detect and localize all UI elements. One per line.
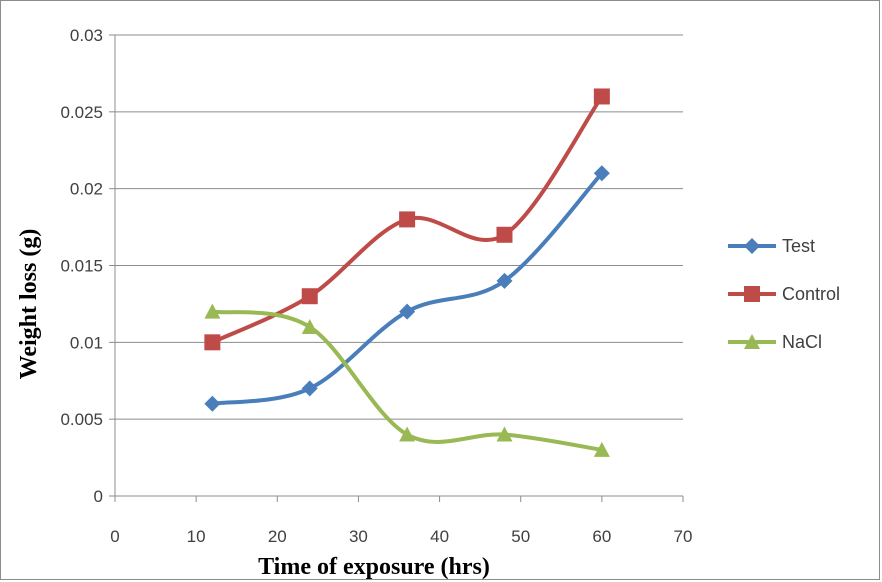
y-tick-label: 0.015 bbox=[60, 257, 103, 276]
y-tick-label: 0.01 bbox=[70, 333, 103, 352]
data-point-control bbox=[399, 211, 416, 228]
x-tick-label: 30 bbox=[349, 527, 368, 546]
legend: Test Control NaCl bbox=[728, 236, 840, 352]
series-group bbox=[204, 88, 610, 457]
series-line-test bbox=[210, 171, 604, 406]
data-point-nacl bbox=[593, 441, 610, 457]
data-point-nacl bbox=[496, 426, 513, 442]
data-point-test bbox=[496, 272, 513, 289]
x-tick-label: 10 bbox=[187, 527, 206, 546]
data-point-test bbox=[593, 165, 610, 182]
legend-marker-nacl bbox=[744, 334, 760, 349]
y-tick-label: 0.025 bbox=[60, 103, 103, 122]
y-tick-label: 0.02 bbox=[70, 180, 103, 199]
data-point-test bbox=[301, 380, 318, 397]
x-tick-label: 0 bbox=[110, 527, 119, 546]
legend-marker-test bbox=[744, 238, 760, 254]
data-point-nacl bbox=[301, 318, 318, 334]
x-tick-label: 70 bbox=[674, 527, 693, 546]
data-point-nacl bbox=[204, 303, 221, 319]
y-tick-label: 0 bbox=[94, 487, 103, 506]
x-axis-title: Time of exposure (hrs) bbox=[258, 554, 490, 580]
legend-label-control: Control bbox=[782, 284, 840, 304]
data-point-control bbox=[204, 334, 221, 351]
axes: 0 0.005 0.01 0.015 0.02 0.025 0.03 0 10 20 30 40 50 6… bbox=[60, 26, 692, 546]
data-point-nacl bbox=[399, 426, 416, 442]
series-line-nacl bbox=[210, 309, 604, 452]
y-tick-label: 0.005 bbox=[60, 410, 103, 429]
x-tick-label: 40 bbox=[430, 527, 449, 546]
data-point-control bbox=[496, 226, 513, 243]
data-point-test bbox=[399, 303, 416, 320]
legend-label-nacl: NaCl bbox=[782, 332, 822, 352]
data-point-control bbox=[593, 88, 610, 105]
x-tick-label: 60 bbox=[592, 527, 611, 546]
legend-label-test: Test bbox=[782, 236, 815, 256]
data-point-control bbox=[301, 288, 318, 305]
y-tick-label: 0.03 bbox=[70, 26, 103, 45]
y-axis-title: Weight loss (g) bbox=[16, 229, 42, 380]
x-tick-label: 50 bbox=[511, 527, 530, 546]
legend-marker-control bbox=[744, 286, 760, 302]
data-point-test bbox=[204, 395, 221, 412]
x-tick-label: 20 bbox=[268, 527, 287, 546]
